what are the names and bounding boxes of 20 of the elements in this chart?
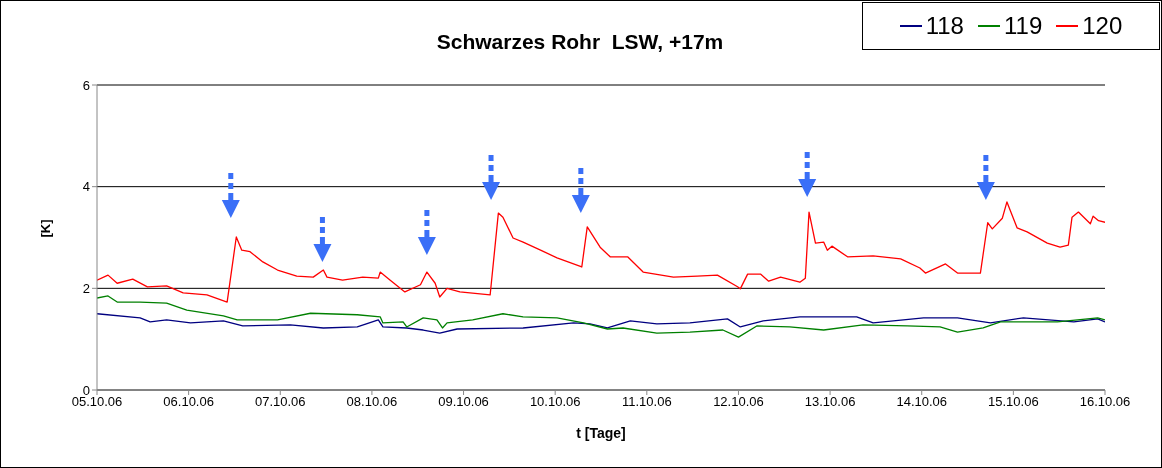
x-tick-label: 14.10.06	[896, 394, 948, 410]
x-tick-label: 16.10.06	[1079, 394, 1131, 410]
legend-label: 120	[1082, 12, 1123, 40]
y-tick-label: 2	[82, 280, 90, 296]
x-tick-label: 15.10.06	[988, 394, 1039, 410]
x-tick-label: 12.10.06	[713, 394, 764, 410]
x-tick-label: 13.10.06	[804, 394, 856, 410]
x-tick-label: 09.10.06	[438, 394, 489, 410]
y-tick-label: 6	[82, 77, 90, 93]
legend-label: 119	[1003, 12, 1043, 40]
y-tick-label: 4	[82, 179, 90, 195]
legend-label: 118	[925, 12, 964, 40]
chart-title: Schwarzes Rohr LSW, +17m	[435, 30, 725, 54]
x-tick-label: 07.10.06	[254, 394, 306, 410]
y-axis-title: [K]	[37, 219, 53, 238]
x-tick-label: 08.10.06	[346, 394, 398, 410]
x-axis-title: t [Tage]	[576, 425, 626, 441]
x-tick-label: 06.10.06	[163, 394, 214, 410]
x-tick-label: 11.10.06	[622, 394, 672, 410]
x-tick-label: 10.10.06	[529, 394, 581, 410]
